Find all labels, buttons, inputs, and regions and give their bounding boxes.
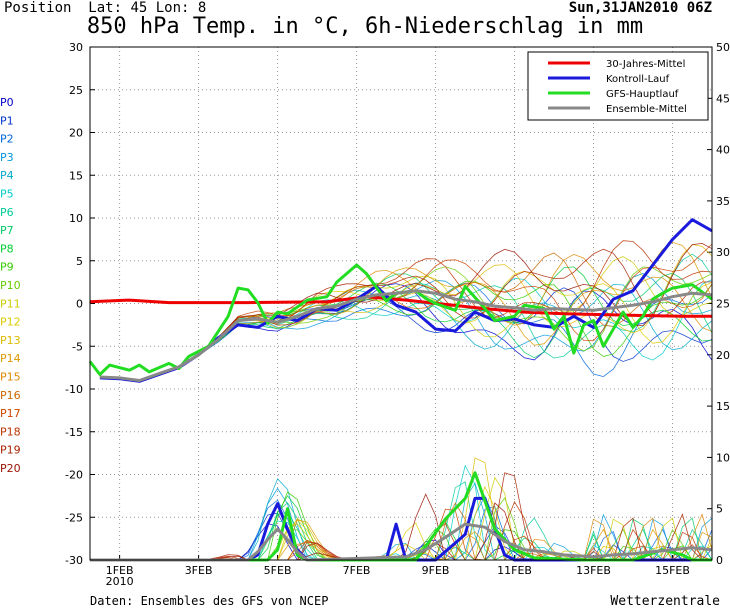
y-right-tick-label: 50 — [716, 41, 730, 54]
series-line-gfs-hauptlauf — [88, 263, 713, 376]
y-right-tick-label: 25 — [716, 298, 730, 311]
lat-value: 45 — [130, 0, 148, 16]
y-left-tick-label: 20 — [69, 127, 83, 140]
member-label-p20: P20 — [0, 462, 21, 475]
member-precip-p7 — [90, 502, 712, 561]
legend-label: GFS-Hauptlauf — [606, 89, 679, 100]
x-tick-label: 13FEB — [576, 564, 611, 577]
x-tick-label: 2010 — [106, 575, 134, 588]
member-label-p15: P15 — [0, 371, 21, 384]
precip-line-ensemble-mittel — [90, 522, 713, 562]
y-left-tick-label: -10 — [65, 383, 83, 396]
member-label-p8: P8 — [0, 242, 14, 255]
member-label-p4: P4 — [0, 169, 14, 182]
y-right-tick-label: 35 — [716, 195, 730, 208]
series-line-30-jahres-mittel — [89, 295, 712, 318]
member-precip-p2 — [90, 499, 713, 561]
brand-name: Wetterzentrale — [610, 594, 720, 609]
y-right-tick-label: 30 — [716, 246, 730, 259]
x-tick-label: 15FEB — [655, 564, 690, 577]
member-label-p14: P14 — [0, 352, 21, 365]
legend-label: Ensemble-Mittel — [606, 104, 687, 115]
chart-title: 850 hPa Temp. in °C, 6h-Niederschlag in … — [86, 14, 644, 39]
x-tick-label: 1FEB — [106, 564, 134, 577]
member-label-p11: P11 — [0, 297, 21, 310]
y-left-tick-label: 0 — [76, 298, 83, 311]
y-left-tick-label: -30 — [65, 554, 83, 567]
legend-label: Kontroll-Lauf — [606, 74, 670, 85]
member-label-p10: P10 — [0, 279, 21, 292]
y-left-tick-label: -15 — [65, 426, 83, 439]
legend: 30-Jahres-Mittel Kontroll-Lauf GFS-Hauptla… — [527, 51, 709, 121]
main-series-lines — [88, 218, 713, 562]
member-precip-p20 — [90, 493, 712, 561]
series-line-ensemble-mittel — [99, 289, 713, 382]
y-left-tick-label: 5 — [76, 255, 83, 268]
y-left-tick-label: -25 — [65, 511, 83, 524]
member-precip-p8 — [90, 495, 712, 561]
x-tick-label: 9FEB — [422, 564, 450, 577]
y-right-tick-label: 40 — [716, 144, 730, 157]
member-label-p17: P17 — [0, 407, 21, 420]
y-left-tick-label: 30 — [69, 41, 83, 54]
member-label-p6: P6 — [0, 206, 14, 219]
member-label-p3: P3 — [0, 151, 14, 164]
member-precip-p3 — [90, 487, 713, 561]
y-left-tick-label: 10 — [69, 212, 83, 225]
precip-line-kontroll-lauf — [90, 496, 712, 562]
member-label-p18: P18 — [0, 425, 21, 438]
member-label-p0: P0 — [0, 96, 14, 109]
member-label-p7: P7 — [0, 224, 14, 237]
y-right-tick-label: 15 — [716, 400, 730, 413]
y-left-tick-label: -20 — [65, 469, 83, 482]
member-label-p12: P12 — [0, 316, 21, 329]
x-tick-label: 3FEB — [185, 564, 213, 577]
member-label-p1: P1 — [0, 114, 14, 127]
x-tick-label: 5FEB — [264, 564, 292, 577]
y-right-tick-label: 5 — [716, 503, 723, 516]
y-axis-left-ticks: 30 25 20 15 10 5 0 -5 -10 -15 -20 -25 -30 — [65, 41, 95, 567]
lat-label: Lat: — [88, 0, 123, 16]
x-tick-label: 11FEB — [497, 564, 532, 577]
member-precip-p18 — [90, 501, 712, 561]
legend-label: 30-Jahres-Mittel — [606, 59, 685, 70]
position-label: Position — [4, 0, 72, 16]
y-left-tick-label: -5 — [72, 340, 83, 353]
lon-label: Lon: — [155, 0, 190, 16]
y-right-tick-label: 0 — [716, 554, 723, 567]
member-line-p8 — [99, 266, 713, 381]
y-left-tick-label: 25 — [69, 84, 83, 97]
position-header: Position Lat: 45 Lon: 8 — [4, 0, 206, 16]
member-label-p19: P19 — [0, 444, 21, 457]
ensemble-member-lines — [90, 240, 713, 561]
y-right-tick-label: 10 — [716, 451, 730, 464]
plot-frame — [89, 46, 713, 561]
lon-value: 8 — [197, 0, 207, 16]
member-label-list: P0 P1 P2 P3 P4 P5 P6 P7 P8 P9 P10 P11 P12 P13 P14 P15 P1… — [0, 96, 21, 475]
data-source: Daten: Ensembles des GFS von NCEP — [90, 594, 329, 608]
run-date: Sun,31JAN2010 06Z — [568, 0, 712, 16]
y-left-tick-label: 15 — [69, 169, 83, 182]
member-precip-p16 — [90, 502, 712, 561]
x-tick-label: 7FEB — [343, 564, 371, 577]
member-label-p9: P9 — [0, 261, 14, 274]
member-precip-p10 — [90, 497, 712, 561]
member-label-p2: P2 — [0, 133, 14, 146]
member-label-p5: P5 — [0, 188, 14, 201]
y-right-tick-label: 20 — [716, 349, 730, 362]
member-label-p16: P16 — [0, 389, 21, 402]
member-label-p13: P13 — [0, 334, 21, 347]
y-right-tick-label: 45 — [716, 92, 730, 105]
